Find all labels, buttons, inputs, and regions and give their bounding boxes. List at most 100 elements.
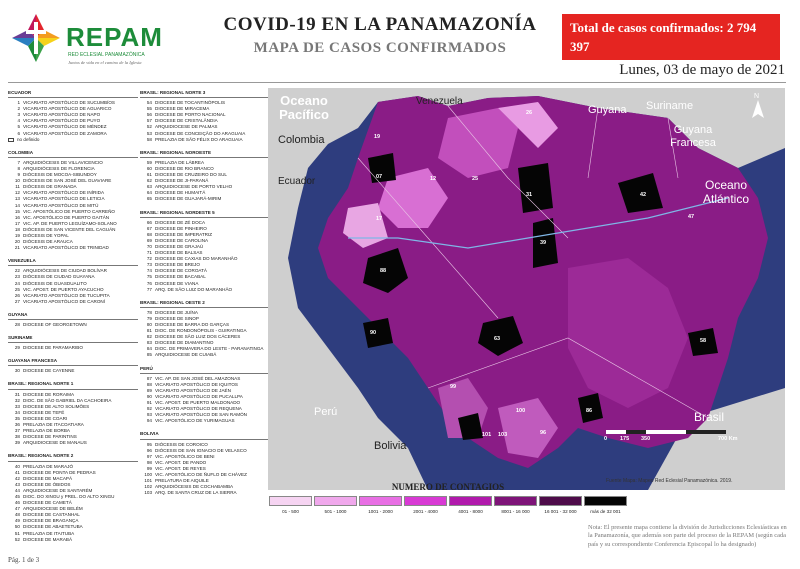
legend-item-number: 6 [17, 130, 20, 136]
legend-item-number: 97 [146, 453, 152, 459]
legend-item-number: 69 [146, 237, 152, 243]
legend-item-name: PRELAZIA DE SÃO FÉLIX DO ARAGUAIA [155, 136, 243, 142]
contagios-swatch [539, 496, 582, 506]
legend-item: 66 DIOCESE DE ZÉ DOCA [140, 220, 268, 226]
legend-item: 69 DIOCESE DE CAROLINA [140, 238, 268, 244]
label-bolivia: Bolivia [374, 440, 407, 452]
legend-item: 80 DIOCESE DE BARRA DO GARÇAS [140, 322, 268, 328]
legend-item-name: VICARIATO APOSTÓLICO DE PUYO [23, 118, 101, 124]
legend-item: 68 DIOCESE DE IMPERATRIZ [140, 232, 268, 238]
label-ecuador: Ecuador [278, 176, 316, 187]
contagios-swatch [359, 496, 402, 506]
legend-group: GUAYANA FRANCESA 30 DIOCESE DE CAYENNE [8, 358, 138, 374]
legend-item-number: 18 [14, 226, 20, 232]
label-colombia: Colombia [278, 134, 325, 146]
legend-item-number: 83 [146, 340, 152, 346]
legend-item: 9 DIÓCESIS DE MOCOA-SIBUNDOY [8, 172, 138, 178]
legend-item-name: DIOCESE DE JI-PARANÁ [155, 178, 209, 184]
legend-item-number: 63 [146, 184, 152, 190]
legend-group-header: BRASIL: REGIONAL OESTE 2 [140, 300, 268, 308]
legend-item-name: VICARIATO APOSTÓLICO DE TRINIDAD [23, 245, 109, 251]
region-number: 31 [526, 192, 533, 198]
legend-item-number: 59 [146, 159, 152, 165]
legend-item: 85 ARQUIDIOCESE DE CUIABÁ [140, 352, 268, 358]
legend-group-header: SURINAME [8, 335, 138, 344]
legend-item-number: 25 [14, 286, 20, 292]
legend-item: 5 VICARIATO APOSTÓLICO DE MÉNDEZ [8, 124, 138, 130]
label-suriname: Suriname [646, 100, 694, 112]
legend-item: 14 VICARIATO APOSTÓLICO DE MITÚ [8, 203, 138, 209]
legend-item-number: 72 [146, 256, 152, 262]
legend-item-name: DIÓCESIS DE SAN IGNACIO DE VELASCO [155, 447, 247, 453]
legend-item: 16 VIC. APOSTÓLICO DE PUERTO GAITÁN [8, 215, 138, 221]
region-90-black [363, 318, 393, 348]
legend-item: 37 PRELAZIA DE BORBA [8, 428, 138, 434]
logo-tagline: Juntos de vida en el camino de la Iglesi… [68, 60, 142, 65]
legend-group-header: COLOMBIA [8, 150, 138, 158]
legend-item: 19 DIÓCESIS DE YOPAL [8, 233, 138, 239]
legend-item: 73 DIOCESE DE BREJO [140, 262, 268, 268]
legend-item: 35 DIOCESE DE COARI [8, 416, 138, 422]
legend-item-name: ARQUIDIÓCESIS DE VILLAVICENCIO [23, 159, 103, 165]
legend-item: 77 ARQ. DE SÃO LUIZ DO MARANHÃO [140, 287, 268, 293]
legend-item: 1 VICARIATO APOSTÓLICO DE SUCUMBÍOS [8, 100, 138, 106]
river-amazon [348, 197, 729, 249]
legend-item-name: DIOCESE DE PARINTINS [23, 434, 77, 440]
legend-item: 75 DIOCESE DE BACABAL [140, 274, 268, 280]
contagios-bin: más de 32 001 [583, 496, 628, 514]
legend-item-number: 2 [17, 106, 20, 112]
legend-item-number: 91 [146, 400, 152, 406]
legend-item-number: 44 [14, 487, 20, 493]
legend-item: 48 DIOCESE DE CASTANHAL [8, 512, 138, 518]
legend-group: BRASIL: REGIONAL NORTE 1 31 DIOCESE DE ROR… [8, 381, 138, 446]
legend-item-number: 9 [17, 172, 20, 178]
legend-item-name: DIOC. DO XINGU y PREL. DO ALTO XINGU [23, 493, 115, 499]
legend-group-header: BRASIL: REGIONAL NORTE 1 [8, 381, 138, 390]
legend-item-name: VICARIATO APOSTÓLICO DE LETICIA [23, 196, 105, 202]
region-venezuela-pink [498, 102, 558, 148]
legend-group-header: ECUADOR [8, 90, 138, 99]
legend-item: 78 DIOCESE DE JUÍNA [140, 310, 268, 316]
legend-item: 87 VIC. AP. DE SAN JOSÉ DEL AMAZONAS [140, 376, 268, 382]
legend-item-number: 8 [17, 165, 20, 171]
legend-item-number: 31 [14, 391, 20, 397]
legend-group: PERÚ 87 VIC. AP. DE SAN JOSÉ DEL AMAZONAS 8… [140, 366, 268, 425]
legend-item-number: 49 [14, 518, 20, 524]
legend-item: 32 DIOC. DE SÃO GABRIEL DA CACHOEIRA [8, 398, 138, 404]
legend-item-name: VIC. APOSTÓLICO DE YURIMAGUAS [155, 418, 235, 424]
region-east-light [568, 258, 688, 408]
contagios-bin-label: 01 - 500 [282, 509, 299, 514]
region-number: 39 [540, 240, 547, 246]
legend-column-2: BRASIL: REGIONAL NORTE 3 54 DIOCESE DE TOC… [140, 90, 268, 503]
legend-item-name: PRELAZIA DE ITAITUBA [23, 530, 75, 536]
legend-item-name: VIC. APOSTÓLICO DE BENI [155, 453, 215, 459]
legend-item-number: 65 [146, 196, 152, 202]
legend-item-number: 36 [14, 422, 20, 428]
no-definido-label: no definido [17, 136, 40, 142]
legend-item-number: 78 [146, 309, 152, 315]
legend-item: 43 DIOCESE DE ÓBIDOS [8, 482, 138, 488]
legend-item-name: DIOC. DE RONDONÓPOLIS - GUIRATINGA [155, 328, 247, 334]
legend-item-name: ARQUIDIOCESE DE CUIABÁ [155, 352, 217, 358]
legend-item: 11 DIÓCESIS DE GRANADA [8, 184, 138, 190]
legend-group-header: GUAYANA FRANCESA [8, 358, 138, 367]
legend-item-number: 12 [14, 190, 20, 196]
legend-item-name: DIOCESE DE BRAGANÇA [23, 518, 79, 524]
legend-item-name: DIOCESE DE PORTO NACIONAL [155, 112, 226, 118]
label-oceano-atlantico: Oceano Atlántico [702, 178, 750, 206]
legend-item-number: 42 [14, 475, 20, 481]
header: REPAM RED ECLESIAL PANAMAZÓNICA Juntos d… [0, 0, 800, 90]
legend-group-header: BRASIL: REGIONAL NORTE 2 [8, 453, 138, 462]
legend-item-number: 15 [14, 208, 20, 214]
legend-item: 3 VICARIATO APOSTÓLICO DE NAPO [8, 112, 138, 118]
legend-group-header: BRASIL: REGIONAL NOROESTE [140, 150, 268, 158]
legend-item: 4 VICARIATO APOSTÓLICO DE PUYO [8, 118, 138, 124]
legend-item-name: VICARIATO APOSTÓLICO DE AGUARICO [23, 106, 112, 112]
legend-group: GUYANA 28 DIOCESE OF GEORGETOWN [8, 312, 138, 328]
legend-item-number: 79 [146, 315, 152, 321]
legend-group: BRASIL: REGIONAL NORTE 2 40 PRELAZIA DE MA… [8, 453, 138, 542]
contagios-bin: 2001 - 4000 [403, 496, 448, 514]
legend-group-header: BRASIL: REGIONAL NORTE 3 [140, 90, 268, 99]
legend-group: VENEZUELA 22 ARQUIDIÓCESIS DE CIUDAD BOLÍV… [8, 258, 138, 305]
legend-item-number: 77 [146, 286, 152, 292]
